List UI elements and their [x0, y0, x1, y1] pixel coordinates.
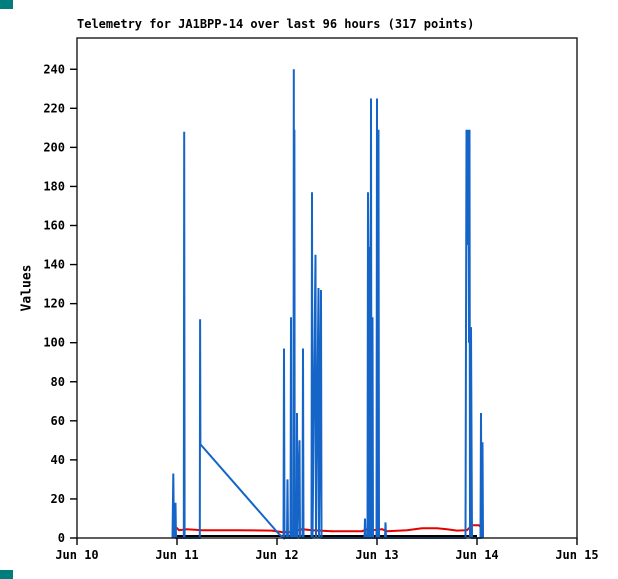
y-tick-label: 220 [43, 101, 65, 115]
series-red-channel [173, 524, 484, 534]
y-tick-label: 40 [51, 453, 65, 467]
y-tick-label: 240 [43, 62, 65, 76]
y-tick-label: 60 [51, 414, 65, 428]
y-tick-label: 20 [51, 492, 65, 506]
x-tick-label: Jun 14 [455, 548, 498, 562]
y-tick-label: 140 [43, 258, 65, 272]
x-tick-label: Jun 10 [55, 548, 98, 562]
y-tick-label: 200 [43, 140, 65, 154]
x-tick-label: Jun 15 [555, 548, 598, 562]
x-tick-label: Jun 12 [255, 548, 298, 562]
chart-title: Telemetry for JA1BPP-14 over last 96 hou… [77, 17, 475, 31]
crop-marker-top-left [0, 0, 13, 9]
y-tick-label: 100 [43, 336, 65, 350]
series-blue-channel [171, 69, 484, 541]
y-tick-label: 120 [43, 297, 65, 311]
plot-border [76, 37, 578, 539]
y-tick-label: 80 [51, 375, 65, 389]
x-tick-label: Jun 13 [355, 548, 398, 562]
y-tick-label: 0 [58, 531, 65, 545]
crop-marker-bottom-left [0, 570, 13, 579]
x-tick-label: Jun 11 [155, 548, 198, 562]
y-tick-label: 160 [43, 219, 65, 233]
y-tick-label: 180 [43, 179, 65, 193]
